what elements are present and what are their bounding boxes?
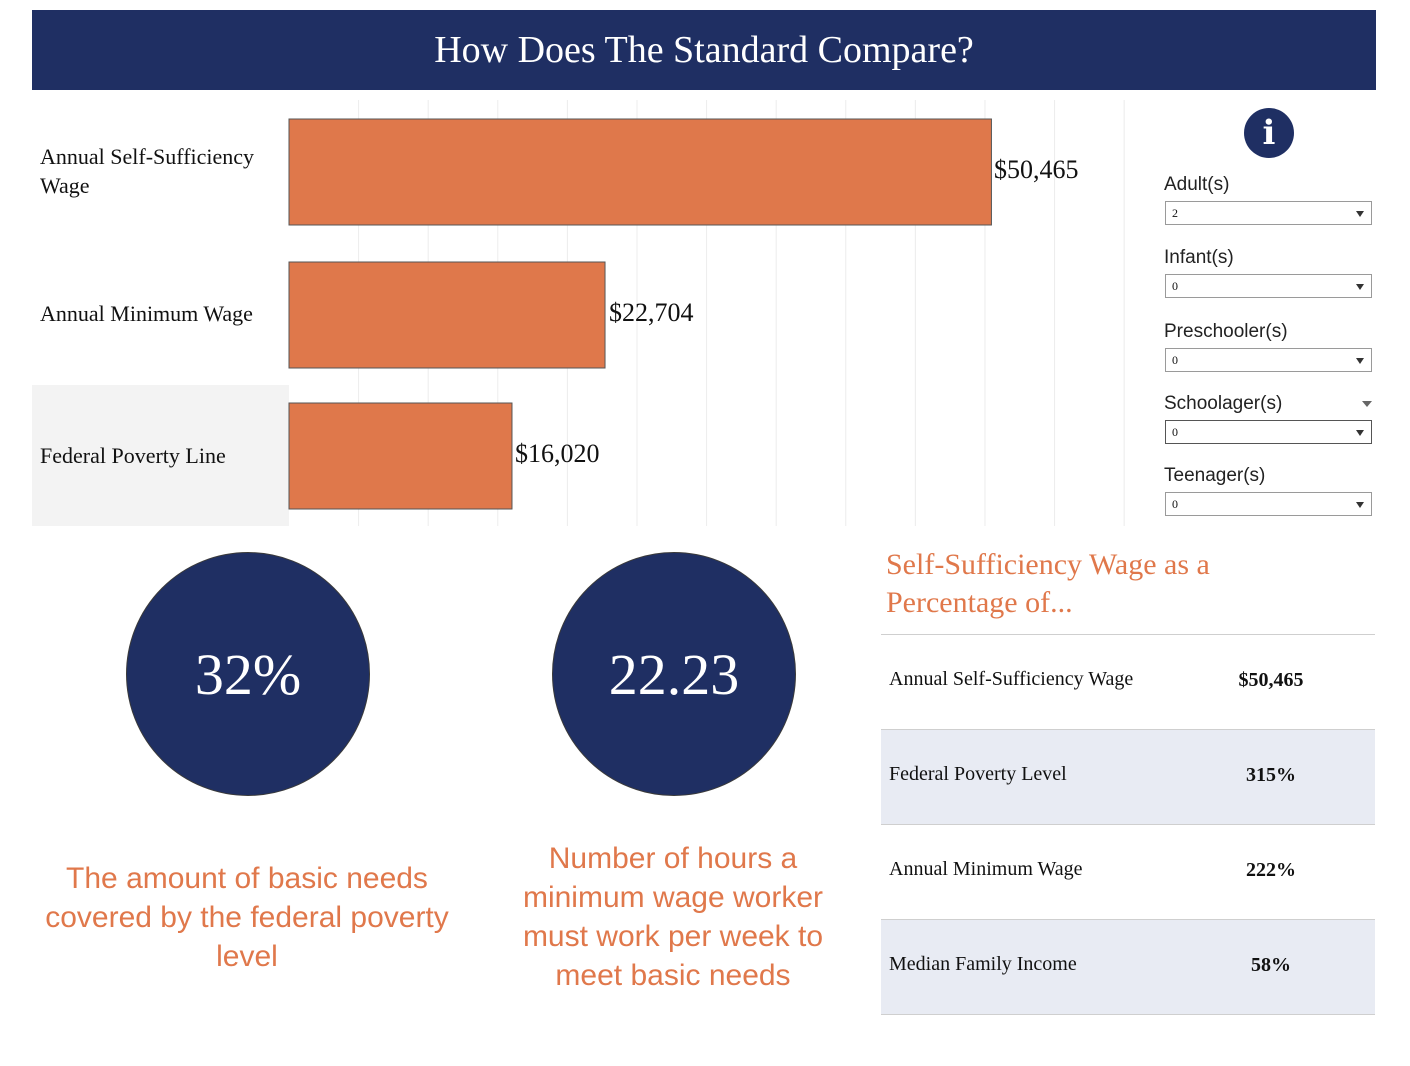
table-row-label: Median Family Income (889, 953, 1077, 975)
kpi-caption-line: level (216, 940, 278, 973)
filter-menu-caret-icon[interactable] (1362, 401, 1372, 407)
row-label-self-sufficiency-line2: Wage (40, 173, 90, 198)
household-filters: i Adult(s) 2 Infant(s) 0 Preschooler(s) … (1164, 104, 1376, 524)
teenagers-select-value: 0 (1172, 497, 1178, 511)
table-row: Federal Poverty Level 315% (881, 729, 1375, 824)
adults-select-value: 2 (1172, 206, 1178, 220)
kpi-caption-basic-needs-covered: The amount of basic needs covered by the… (22, 859, 472, 976)
infants-select-value: 0 (1172, 279, 1178, 293)
percent-table: Annual Self-Sufficiency Wage $50,465 Fed… (881, 634, 1375, 1015)
bar-2[interactable] (288, 402, 513, 510)
page-title: How Does The Standard Compare? (434, 29, 974, 71)
percent-table-title-line1: Self-Sufficiency Wage as a (886, 548, 1210, 581)
table-row-value: 58% (1251, 954, 1291, 976)
table-row-value: 222% (1246, 859, 1296, 881)
schoolagers-select[interactable]: 0 (1165, 420, 1372, 444)
table-divider (881, 1014, 1375, 1015)
info-icon[interactable]: i (1244, 108, 1294, 158)
table-row-label: Annual Self-Sufficiency Wage (889, 668, 1134, 690)
kpi-circle-basic-needs-covered: 32% (126, 552, 370, 796)
kpi-value-basic-needs-covered: 32% (194, 641, 302, 707)
teenagers-select[interactable]: 0 (1165, 492, 1372, 516)
row-label-self-sufficiency-line1: Annual Self-Sufficiency (40, 144, 255, 169)
percent-table-title: Self-Sufficiency Wage as a Percentage of… (886, 546, 1366, 622)
bar-0[interactable] (288, 118, 992, 226)
comparison-bar-chart: Annual Self-Sufficiency Wage Annual Mini… (32, 100, 1152, 526)
page-title-banner: How Does The Standard Compare? (32, 10, 1376, 90)
kpi-caption-line: covered by the federal poverty (45, 901, 449, 934)
preschoolers-select-value: 0 (1172, 353, 1178, 367)
table-row-value: 315% (1246, 764, 1296, 786)
row-label-poverty-line: Federal Poverty Line (40, 443, 226, 468)
table-row: Median Family Income 58% (881, 919, 1375, 1014)
chevron-down-icon (1356, 430, 1364, 436)
value-label-poverty-line: $16,020 (515, 439, 600, 468)
table-row-value: $50,465 (1238, 669, 1304, 691)
schoolagers-select-value: 0 (1172, 425, 1178, 439)
adults-select[interactable]: 2 (1165, 201, 1372, 225)
value-label-self-sufficiency: $50,465 (994, 155, 1079, 184)
filter-label-infants: Infant(s) (1164, 247, 1234, 268)
kpi-caption-line: Number of hours a (548, 842, 798, 875)
row-band-shade (32, 385, 289, 526)
chevron-down-icon (1356, 358, 1364, 364)
chevron-down-icon (1356, 284, 1364, 290)
table-row-label: Annual Minimum Wage (889, 858, 1083, 880)
chevron-down-icon (1356, 211, 1364, 217)
table-row-label: Federal Poverty Level (889, 763, 1067, 785)
preschoolers-select[interactable]: 0 (1165, 348, 1372, 372)
filter-label-schoolagers: Schoolager(s) (1164, 393, 1283, 414)
bar-chart-svg (32, 100, 1125, 526)
filter-label-teenagers: Teenager(s) (1164, 465, 1266, 486)
kpi-circle-hours-per-week: 22.23 (552, 552, 796, 796)
kpi-caption-hours-per-week: Number of hours a minimum wage worker mu… (468, 839, 878, 995)
filter-label-preschoolers: Preschooler(s) (1164, 321, 1288, 342)
kpi-caption-line: meet basic needs (555, 959, 791, 992)
table-row: Annual Minimum Wage 222% (881, 824, 1375, 919)
bar-1[interactable] (288, 261, 606, 369)
row-label-self-sufficiency: Annual Self-Sufficiency Wage (40, 142, 254, 200)
kpi-caption-line: minimum wage worker (522, 881, 824, 914)
percent-table-title-line2: Percentage of... (886, 586, 1073, 619)
chevron-down-icon (1356, 502, 1364, 508)
infants-select[interactable]: 0 (1165, 274, 1372, 298)
row-label-minimum-wage: Annual Minimum Wage (40, 301, 253, 326)
value-label-minimum-wage: $22,704 (609, 298, 694, 327)
table-row: Annual Self-Sufficiency Wage $50,465 (881, 634, 1375, 729)
kpi-caption-line: must work per week to (522, 920, 824, 953)
filter-label-adults: Adult(s) (1164, 174, 1230, 195)
kpi-value-hours-per-week: 22.23 (608, 641, 740, 707)
kpi-caption-line: The amount of basic needs (66, 862, 428, 895)
